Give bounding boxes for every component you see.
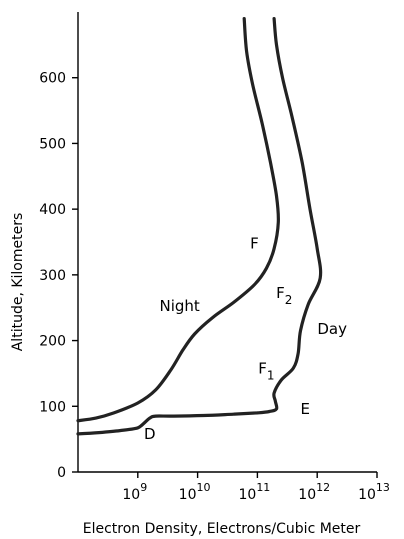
y-tick-label: 600 bbox=[39, 71, 66, 87]
annotation-f2: F2 bbox=[276, 284, 292, 307]
annotation-f: F bbox=[250, 235, 259, 253]
density-curves bbox=[76, 17, 323, 436]
x-axis-ticks: 109 1010 1011 1012 1013 bbox=[122, 472, 390, 503]
series-line-day bbox=[76, 17, 323, 436]
series-line-night bbox=[76, 17, 280, 423]
x-tick-label: 1010 bbox=[179, 481, 211, 503]
curve-annotations: Night Day F F2 F1 E D bbox=[144, 235, 347, 444]
annotation-f1: F1 bbox=[258, 359, 274, 382]
y-tick-label: 400 bbox=[39, 202, 66, 218]
y-tick-label: 300 bbox=[39, 268, 66, 284]
y-tick-label: 100 bbox=[39, 399, 66, 415]
x-axis-title: Electron Density, Electrons/Cubic Meter bbox=[83, 521, 361, 537]
y-axis-title: Altitude, Kilometers bbox=[10, 213, 26, 352]
y-tick-label: 0 bbox=[57, 465, 66, 481]
annotation-d: D bbox=[144, 425, 156, 443]
annotation-night: Night bbox=[160, 297, 200, 315]
x-tick-label: 1013 bbox=[358, 481, 390, 503]
y-tick-label: 200 bbox=[39, 334, 66, 350]
axes bbox=[77, 12, 377, 473]
x-tick-label: 1012 bbox=[298, 481, 330, 503]
annotation-day: Day bbox=[317, 320, 347, 338]
y-tick-label: 500 bbox=[39, 136, 66, 152]
x-tick-label: 109 bbox=[122, 481, 147, 503]
annotation-e: E bbox=[300, 400, 309, 418]
y-axis-ticks: 0 100 200 300 400 500 600 bbox=[39, 71, 78, 481]
x-tick-label: 1011 bbox=[238, 481, 270, 503]
